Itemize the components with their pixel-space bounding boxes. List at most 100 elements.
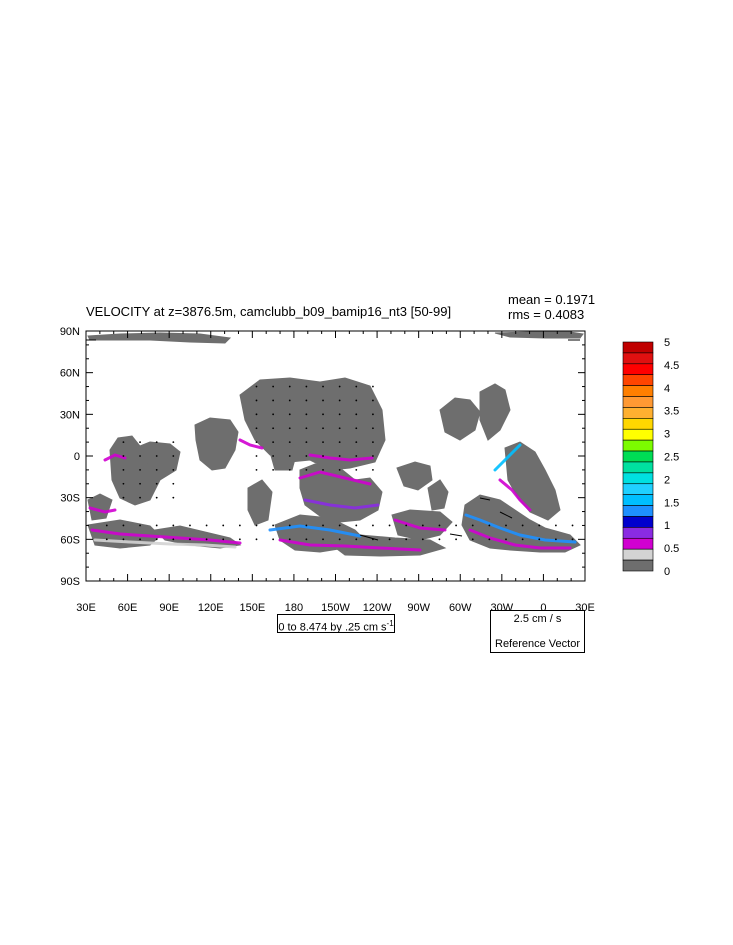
velocity-field xyxy=(86,339,580,552)
colorbar-swatch xyxy=(622,407,654,419)
vector-dot xyxy=(355,399,358,402)
vector-dot xyxy=(338,524,341,527)
vector-dot xyxy=(172,538,175,541)
vector-dot xyxy=(322,524,324,527)
vector-dot xyxy=(288,413,291,416)
velocity-contour xyxy=(303,498,380,510)
colorbar-swatch xyxy=(622,363,654,376)
vector-dot xyxy=(272,455,275,457)
colorbar-label: 3.5 xyxy=(664,406,679,418)
vector-dot xyxy=(455,538,457,541)
x-tick-label: 120W xyxy=(363,602,392,614)
vector-dot xyxy=(189,538,191,541)
colorbar-label: 0 xyxy=(664,566,670,578)
vector-dot xyxy=(255,413,258,416)
vector-dot xyxy=(155,496,158,499)
vector-dot xyxy=(355,441,358,444)
contour-info-box: 0 to 8.474 by .25 cm s-1 xyxy=(277,614,395,634)
vector-dot xyxy=(305,441,308,444)
vector-dot xyxy=(139,524,141,527)
vector-dot xyxy=(355,524,358,527)
vector-dot xyxy=(372,399,374,402)
vector-dot xyxy=(238,524,241,527)
colorbar-label: 0.5 xyxy=(664,543,679,555)
vector-dot xyxy=(571,538,574,541)
vector-dot xyxy=(288,468,291,471)
vector-dot xyxy=(172,524,175,527)
vector-dot xyxy=(172,455,175,457)
vector-dot xyxy=(139,482,141,485)
velocity-contour xyxy=(268,524,362,538)
velocity-vector xyxy=(449,533,463,537)
colorbar-swatch xyxy=(622,428,654,441)
vector-dot xyxy=(505,538,507,541)
contour-info-superscript: -1 xyxy=(386,619,394,628)
velocity-contour xyxy=(308,453,374,462)
vector-dot xyxy=(338,538,341,541)
vector-dot xyxy=(355,538,358,541)
x-tick-label: 60E xyxy=(118,602,138,614)
colorbar-labels: 5 4.5 4 3.5 3 2.5 2 1.5 1 0.5 0 xyxy=(664,337,679,578)
vector-dot xyxy=(122,482,125,485)
vector-dot xyxy=(222,538,225,541)
map-plot-area xyxy=(85,330,586,582)
velocity-contour xyxy=(468,528,572,550)
vector-dot xyxy=(305,413,308,416)
vector-dot xyxy=(272,427,275,430)
vector-dot xyxy=(155,468,158,471)
vector-dot xyxy=(322,538,324,541)
vector-dot xyxy=(122,468,125,471)
vector-dot xyxy=(172,468,175,471)
velocity-contour xyxy=(493,443,522,472)
vector-dot xyxy=(122,455,125,457)
vector-dot xyxy=(139,441,141,444)
vector-dot xyxy=(355,455,358,457)
colorbar-swatch xyxy=(622,461,654,474)
vector-dot xyxy=(155,441,158,444)
velocity-contour xyxy=(464,513,577,544)
colorbar-label: 4.5 xyxy=(664,360,679,372)
vector-dot xyxy=(338,455,341,457)
velocity-contour xyxy=(393,518,447,532)
vector-dot xyxy=(388,524,391,527)
vector-dot xyxy=(238,538,241,541)
vector-dot xyxy=(272,468,275,471)
vector-dot xyxy=(272,524,275,527)
colorbar-swatch xyxy=(622,548,654,561)
vector-dot xyxy=(338,468,341,471)
vector-dot xyxy=(288,455,291,457)
velocity-vector xyxy=(359,534,379,541)
colorbar-swatch xyxy=(622,374,654,386)
vector-dot xyxy=(305,427,308,430)
vector-dot xyxy=(322,468,324,471)
colorbar-label: 1.5 xyxy=(664,497,679,509)
vector-dot xyxy=(322,441,324,444)
vector-dot xyxy=(355,385,358,388)
vector-dot xyxy=(122,538,125,541)
colorbar-swatch xyxy=(622,516,654,528)
vector-dot xyxy=(305,538,308,541)
vector-dot xyxy=(255,468,258,471)
vector-dot xyxy=(322,427,324,430)
colorbar-swatch xyxy=(622,341,654,354)
vector-dot xyxy=(288,385,291,388)
colorbar-swatch xyxy=(622,418,654,430)
vector-dot xyxy=(139,538,141,541)
colorbar xyxy=(622,341,654,572)
colorbar-swatch xyxy=(622,505,654,517)
vector-dot xyxy=(272,413,275,416)
y-tick-label: 60N xyxy=(60,368,80,380)
x-tick-label: 150W xyxy=(321,602,350,614)
chart-title: VELOCITY at z=3876.5m, camclubb_b09_bami… xyxy=(86,304,451,319)
land-mask-region xyxy=(137,461,161,489)
velocity-contour xyxy=(103,453,127,462)
vector-dot xyxy=(421,538,424,541)
vector-dot xyxy=(122,496,125,499)
y-tick-label: 90N xyxy=(60,326,80,338)
vector-dot xyxy=(471,524,474,527)
colorbar-label: 2.5 xyxy=(664,452,679,464)
land-mask-region xyxy=(439,397,481,441)
vector-dot xyxy=(372,441,374,444)
land-mask-region xyxy=(87,332,232,344)
